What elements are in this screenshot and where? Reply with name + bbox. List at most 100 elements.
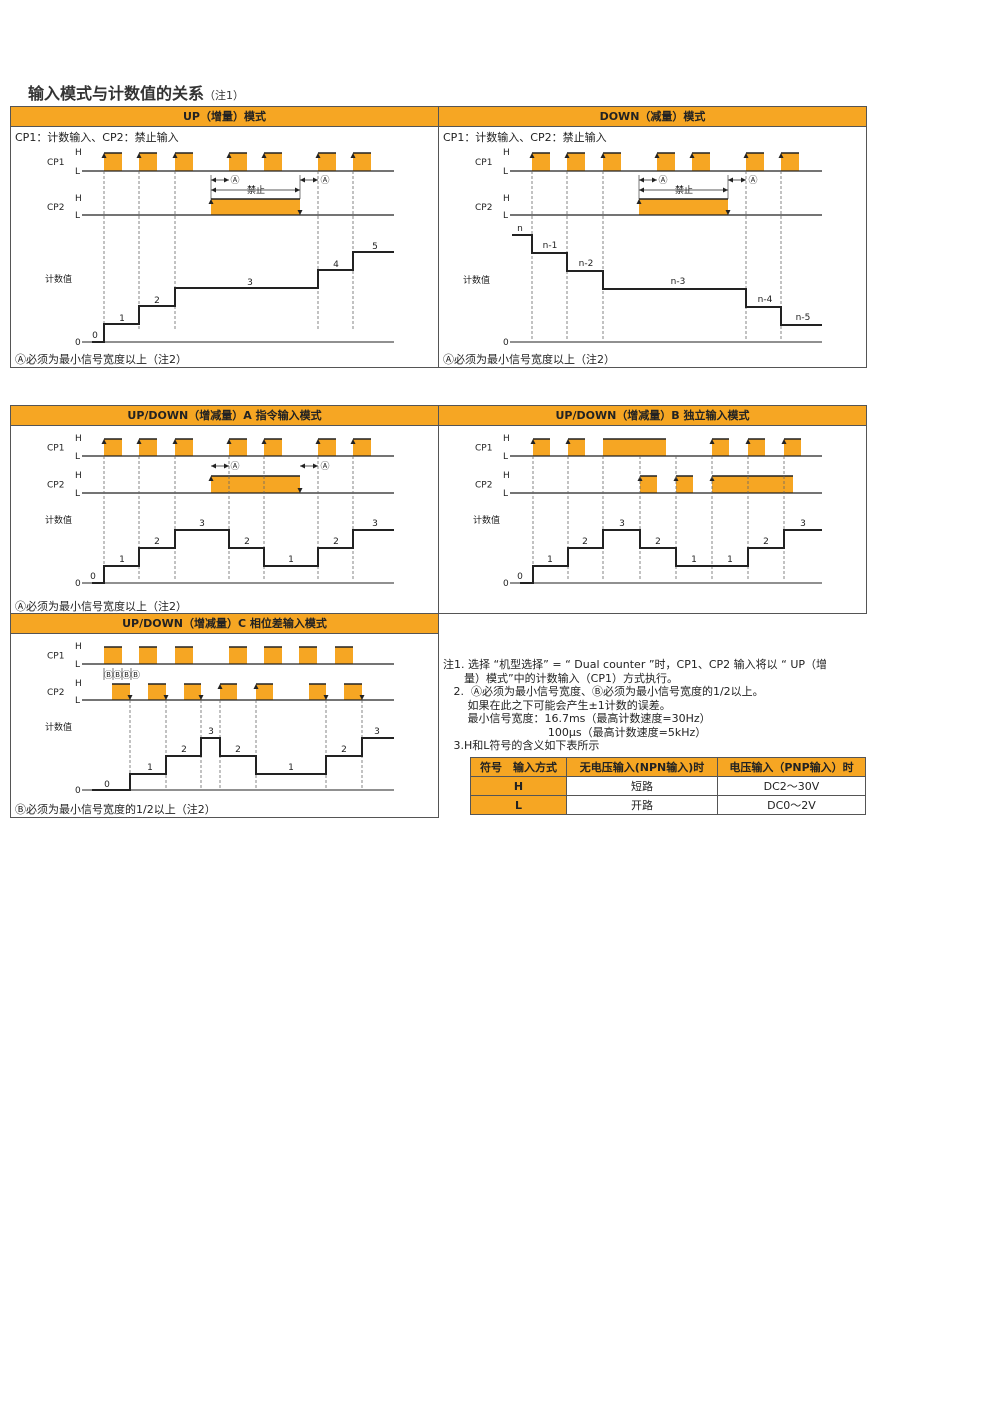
dimension-arrow-icon [295, 187, 300, 193]
high-label: H [503, 148, 510, 158]
count-value-label: 计数值 [45, 273, 72, 285]
high-label: H [75, 471, 82, 481]
rise-arrow-icon [315, 439, 321, 444]
pulse [603, 153, 621, 171]
count-label: 2 [763, 537, 769, 547]
low-label: L [75, 452, 80, 462]
title-note: （注1） [204, 89, 245, 102]
pulse [568, 439, 585, 456]
count-step-line [92, 737, 394, 791]
rise-arrow-icon [208, 199, 214, 204]
pulse [318, 153, 336, 171]
pulse [184, 684, 201, 700]
pulse [211, 476, 300, 493]
panel-updown-a: UP/DOWN（增减量）A 指令输入模式 Ⓐ必须为最小信号宽度以上（注2） [10, 405, 439, 614]
panel-header: UP/DOWN（增减量）B 独立输入模式 [439, 406, 866, 426]
page-title: 输入模式与计数值的关系（注1） [28, 80, 244, 104]
low-label: L [75, 696, 80, 706]
rise-arrow-icon [350, 439, 356, 444]
fall-arrow-icon [725, 210, 731, 215]
dimension-arrow-icon [211, 177, 216, 183]
pulse [139, 153, 157, 171]
rise-arrow-icon [600, 153, 606, 158]
pulse [112, 684, 130, 700]
zero-label: 0 [503, 338, 509, 348]
rise-arrow-icon [778, 153, 784, 158]
signal-label: CP2 [47, 481, 64, 491]
count-label: n-2 [579, 259, 594, 269]
count-label: 4 [333, 260, 339, 270]
dimension-label: 禁止 [247, 184, 265, 196]
pulse [139, 439, 157, 456]
pulse [353, 153, 371, 171]
count-label: 2 [244, 537, 250, 547]
pulse [264, 153, 282, 171]
signal-label: CP2 [475, 203, 492, 213]
fall-arrow-icon [323, 695, 329, 700]
rise-arrow-icon [565, 439, 571, 444]
high-label: H [75, 434, 82, 444]
count-label: 3 [800, 519, 806, 529]
pulse [139, 647, 157, 664]
pulse [567, 153, 585, 171]
count-label: 3 [372, 519, 378, 529]
high-label: H [75, 194, 82, 204]
pulse [104, 647, 122, 664]
count-label: n [517, 224, 523, 234]
count-label: 1 [288, 555, 294, 565]
rise-arrow-icon [136, 439, 142, 444]
pulse [175, 647, 193, 664]
table-header-row: 符号 输入方式 无电压输入(NPN输入)时 电压输入（PNP输入）时 [470, 757, 866, 777]
rise-arrow-icon [253, 684, 259, 689]
count-value-label: 计数值 [45, 514, 72, 526]
pulse [784, 439, 801, 456]
table-cell: 开路 [566, 795, 718, 815]
rise-arrow-icon [101, 439, 107, 444]
count-label: 5 [372, 242, 378, 252]
dimension-label: Ⓐ [748, 175, 757, 186]
fall-arrow-icon [297, 488, 303, 493]
dimension-label: Ⓑ [104, 670, 113, 681]
dimension-arrow-icon [313, 463, 318, 469]
count-label: 3 [374, 727, 380, 737]
pulse [299, 647, 317, 664]
pulse [344, 684, 362, 700]
rise-arrow-icon [350, 153, 356, 158]
dimension-arrow-icon [300, 463, 305, 469]
signal-label: CP2 [475, 481, 492, 491]
rise-arrow-icon [781, 439, 787, 444]
signal-label: CP1 [47, 158, 64, 168]
count-label: 2 [181, 745, 187, 755]
panel-header: DOWN（减量）模式 [439, 107, 866, 127]
count-label: 0 [90, 572, 96, 582]
table-header: 符号 输入方式 [470, 757, 567, 777]
fall-arrow-icon [198, 695, 204, 700]
signal-label: CP1 [475, 444, 492, 454]
pulse [748, 439, 765, 456]
signal-label: CP1 [47, 652, 64, 662]
fall-arrow-icon [163, 695, 169, 700]
pulse [211, 199, 300, 215]
count-label: 2 [333, 537, 339, 547]
pulse [335, 647, 353, 664]
count-label: 2 [582, 537, 588, 547]
dimension-arrow-icon [728, 177, 733, 183]
low-label: L [75, 489, 80, 499]
low-label: L [503, 452, 508, 462]
dimension-label: Ⓐ [658, 175, 667, 186]
zero-label: 0 [75, 786, 81, 796]
pulse [229, 647, 247, 664]
pulse [639, 199, 728, 215]
count-label: 1 [727, 555, 733, 565]
rise-arrow-icon [315, 153, 321, 158]
rise-arrow-icon [709, 439, 715, 444]
panel-footnote: Ⓐ必须为最小信号宽度以上（注2） [15, 353, 187, 366]
count-label: 1 [288, 763, 294, 773]
dimension-arrow-icon [211, 187, 216, 193]
pulse [657, 153, 675, 171]
pulse [175, 439, 193, 456]
low-label: L [503, 489, 508, 499]
rise-arrow-icon [136, 153, 142, 158]
pulse [229, 153, 247, 171]
